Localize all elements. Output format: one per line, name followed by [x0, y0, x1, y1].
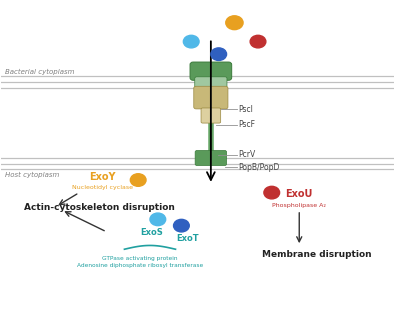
Text: PscF: PscF: [238, 120, 255, 130]
Text: PcrV: PcrV: [238, 150, 256, 159]
Text: Nucleotidyl cyclase: Nucleotidyl cyclase: [72, 185, 133, 191]
Circle shape: [250, 35, 266, 48]
FancyBboxPatch shape: [195, 150, 226, 166]
Circle shape: [130, 174, 146, 186]
Text: Bacterial cytoplasm: Bacterial cytoplasm: [5, 69, 74, 75]
Text: ExoU: ExoU: [286, 189, 313, 199]
Text: ExoT: ExoT: [176, 234, 199, 243]
Circle shape: [264, 186, 280, 199]
FancyBboxPatch shape: [201, 108, 221, 123]
Circle shape: [226, 16, 243, 30]
Circle shape: [174, 219, 189, 232]
Text: PscI: PscI: [238, 105, 253, 114]
Text: Adenosine diphosphate ribosyl transferase: Adenosine diphosphate ribosyl transferas…: [77, 263, 203, 268]
Text: Host cytoplasm: Host cytoplasm: [5, 172, 59, 178]
Text: Phospholipase A₂: Phospholipase A₂: [272, 203, 326, 208]
Text: PopB/PopD: PopB/PopD: [238, 163, 280, 172]
Circle shape: [183, 35, 199, 48]
FancyBboxPatch shape: [194, 86, 228, 109]
Text: ExoS: ExoS: [140, 228, 163, 237]
Circle shape: [211, 48, 226, 60]
Text: GTPase activating protein: GTPase activating protein: [102, 256, 178, 261]
Text: Membrane disruption: Membrane disruption: [262, 250, 372, 259]
FancyBboxPatch shape: [190, 62, 232, 80]
FancyBboxPatch shape: [195, 77, 227, 88]
Circle shape: [150, 213, 166, 226]
Text: ExoY: ExoY: [90, 172, 116, 182]
Text: Actin-cytoskeleton disruption: Actin-cytoskeleton disruption: [24, 203, 175, 212]
